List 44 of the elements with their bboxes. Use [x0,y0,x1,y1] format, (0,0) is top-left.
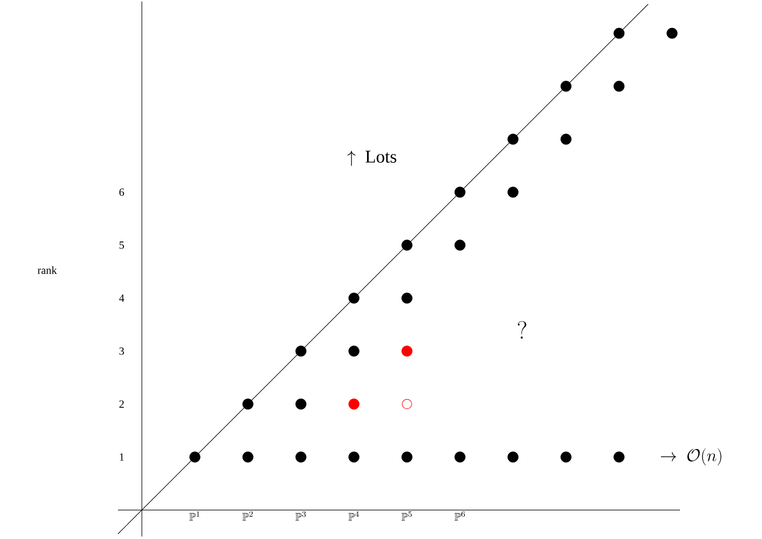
annotation: $?$ [518,321,526,339]
point [560,80,572,92]
point [454,186,466,198]
point [508,134,518,145]
point [348,346,360,357]
y-tick-label: 5 [120,242,124,249]
point [560,452,572,463]
y-tick-label: 2 [119,400,124,408]
point [666,28,678,39]
point [401,292,412,304]
x-tick-label: $\mathbb{P}^{5}$ [401,511,412,521]
point [508,452,518,463]
x-tick-label: $\mathbb{P}^{2}$ [242,511,253,521]
annotation: $\uparrow\ \mathrm{Lots}$ [347,150,396,166]
point [508,186,518,198]
point [402,398,412,410]
point [454,452,466,463]
point [614,80,625,92]
point [560,134,572,145]
annotation: $\rightarrow\ \mathcal{O}(n)$ [660,448,722,466]
point [242,452,254,463]
point [295,452,306,463]
point [295,398,306,410]
x-tick-label: $\mathbb{P}^{1}$ [189,511,200,521]
y-tick-label: 1 [120,453,124,461]
point [454,240,466,251]
point [189,452,200,463]
point [348,452,360,463]
point [295,346,306,357]
point [242,398,254,410]
point [348,398,360,410]
y-tick-label: 4 [119,294,124,302]
x-tick-label: $\mathbb{P}^{6}$ [454,511,465,521]
x-tick-label: $\mathbb{P}^{4}$ [348,511,359,521]
point [401,452,412,463]
x-tick-label: $\mathbb{P}^{3}$ [295,511,306,521]
point [614,28,625,39]
text: $\mathrm{rank}$ [38,266,57,274]
point [401,240,412,251]
y-tick-label: 3 [119,347,124,355]
point [401,346,412,357]
point [614,452,625,463]
y-tick-label: 6 [119,188,124,196]
point [348,292,360,304]
